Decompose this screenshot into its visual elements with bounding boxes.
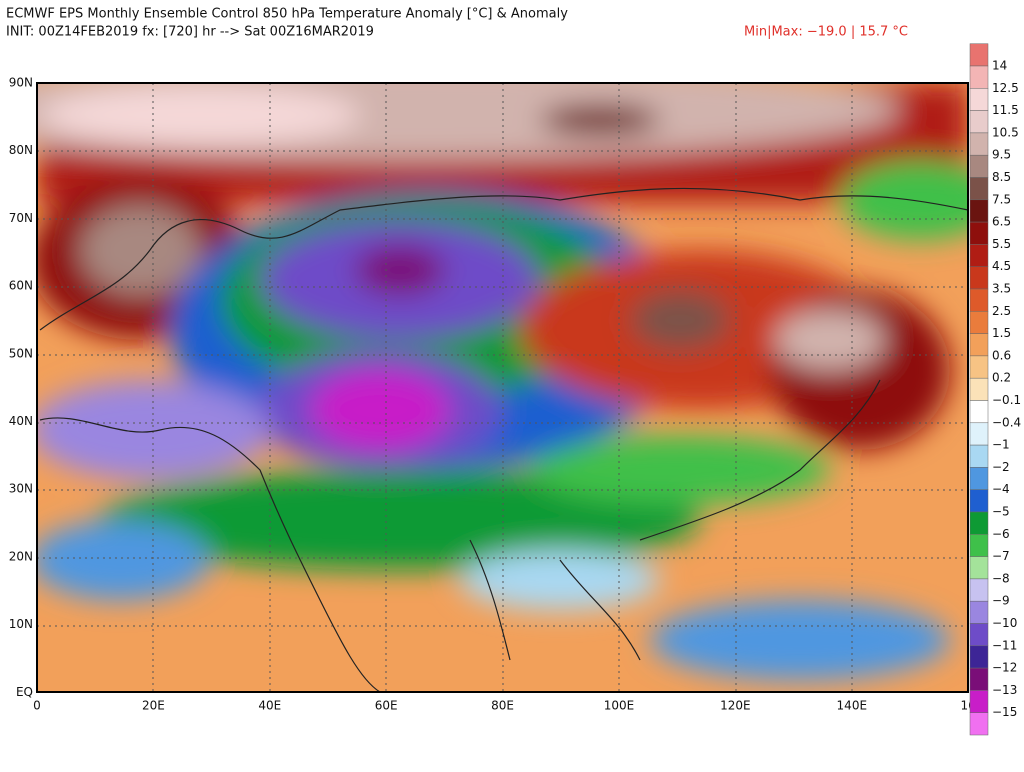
colorbar-cell [969, 600, 989, 624]
graticule [37, 83, 968, 692]
lon-label: 20E [142, 699, 165, 713]
lat-label: 10N [9, 617, 33, 631]
colorbar-cell [969, 65, 989, 89]
colorbar-label: 0.6 [992, 348, 1011, 362]
colorbar-label: −15 [992, 705, 1017, 719]
lat-label: 20N [9, 549, 33, 563]
colorbar-label: 2.5 [992, 304, 1011, 318]
colorbar-cell [969, 690, 989, 713]
lon-label: 0 [33, 699, 41, 713]
colorbar-cell [969, 400, 989, 424]
colorbar-cell [969, 311, 989, 334]
lat-label: 70N [9, 211, 33, 225]
colorbar-cell [969, 467, 989, 490]
colorbar-cell [969, 154, 989, 178]
colorbar-label: −11 [992, 638, 1017, 652]
init-line: INIT: 00Z14FEB2019 fx: [720] hr --> Sat … [6, 25, 374, 40]
lat-label: 60N [9, 279, 33, 293]
colorbar-cell [969, 422, 989, 446]
colorbar-cell [969, 645, 989, 669]
colorbar-cell [969, 377, 989, 401]
colorbar-cell [969, 355, 989, 379]
colorbar-cell [969, 578, 989, 602]
colorbar: 14 12.5 11.5 10.5 9.5 8.5 7.5 6.5 5.5 4.5 3.5 2.5 1.… [969, 43, 1021, 736]
colorbar-cell [969, 266, 989, 290]
colorbar-label: −1 [992, 438, 1010, 452]
axes: 90N 80N 70N 60N 50N 40N 30N 20N 10N EQ0 20E 40E 60E 8… [9, 76, 976, 713]
map-field [37, 83, 968, 692]
colorbar-cell [969, 43, 989, 67]
colorbar-label: −7 [992, 549, 1010, 563]
lat-label: 30N [9, 482, 33, 496]
lon-label: 120E [720, 699, 751, 713]
min-max: Min|Max: −19.0 | 15.7 °C [744, 25, 908, 40]
colorbar-label: 4.5 [992, 259, 1011, 273]
colorbar-cell [969, 511, 989, 535]
colorbar-label: 11.5 [992, 103, 1019, 117]
colorbar-cell [969, 244, 989, 267]
colorbar-cell [969, 333, 989, 357]
map-frame [36, 82, 969, 693]
colorbar-label: 14 [992, 59, 1007, 73]
colorbar-label: −12 [992, 661, 1017, 675]
lat-label: EQ [16, 685, 33, 699]
colorbar-label: −13 [992, 683, 1017, 697]
colorbar-cell [969, 221, 989, 245]
colorbar-label: 3.5 [992, 282, 1011, 296]
colorbar-label: 0.2 [992, 371, 1011, 385]
colorbar-label: 9.5 [992, 148, 1011, 162]
colorbar-cell [969, 534, 989, 557]
colorbar-cell [969, 177, 989, 201]
colorbar-label: −2 [992, 460, 1010, 474]
colorbar-cell [969, 132, 989, 156]
title: ECMWF EPS Monthly Ensemble Control 850 h… [6, 7, 568, 22]
colorbar-cell [969, 556, 989, 580]
colorbar-label: 8.5 [992, 170, 1011, 184]
colorbar-label: 6.5 [992, 215, 1011, 229]
colorbar-label: −6 [992, 527, 1010, 541]
colorbar-cell [969, 667, 989, 691]
colorbar-label: 10.5 [992, 125, 1019, 139]
colorbar-cell [969, 110, 989, 134]
lat-label: 80N [9, 143, 33, 157]
lat-label: 50N [9, 346, 33, 360]
colorbar-label: 7.5 [992, 192, 1011, 206]
colorbar-label: 1.5 [992, 326, 1011, 340]
lat-label: 90N [9, 76, 33, 90]
colorbar-cell [969, 623, 989, 647]
colorbar-cell [969, 444, 989, 468]
colorbar-cell [969, 712, 989, 736]
colorbar-label: −0.4 [992, 415, 1021, 429]
lon-label: 140E [837, 699, 868, 713]
colorbar-label: 5.5 [992, 237, 1011, 251]
colorbar-cell [969, 489, 989, 513]
colorbar-label: −4 [992, 482, 1010, 496]
colorbar-label: −10 [992, 616, 1017, 630]
colorbar-cell [969, 288, 989, 312]
colorbar-label: −9 [992, 594, 1010, 608]
colorbar-label: −5 [992, 505, 1010, 519]
lon-label: 60E [375, 699, 398, 713]
colorbar-cell [969, 88, 989, 111]
colorbar-label: −8 [992, 571, 1010, 585]
colorbar-cell [969, 199, 989, 223]
lon-label: 100E [604, 699, 635, 713]
coastlines [39, 187, 968, 692]
lat-label: 40N [9, 414, 33, 428]
lon-label: 40E [258, 699, 281, 713]
lon-label: 80E [491, 699, 514, 713]
colorbar-label: −0.1 [992, 393, 1021, 407]
colorbar-label: 12.5 [992, 81, 1019, 95]
